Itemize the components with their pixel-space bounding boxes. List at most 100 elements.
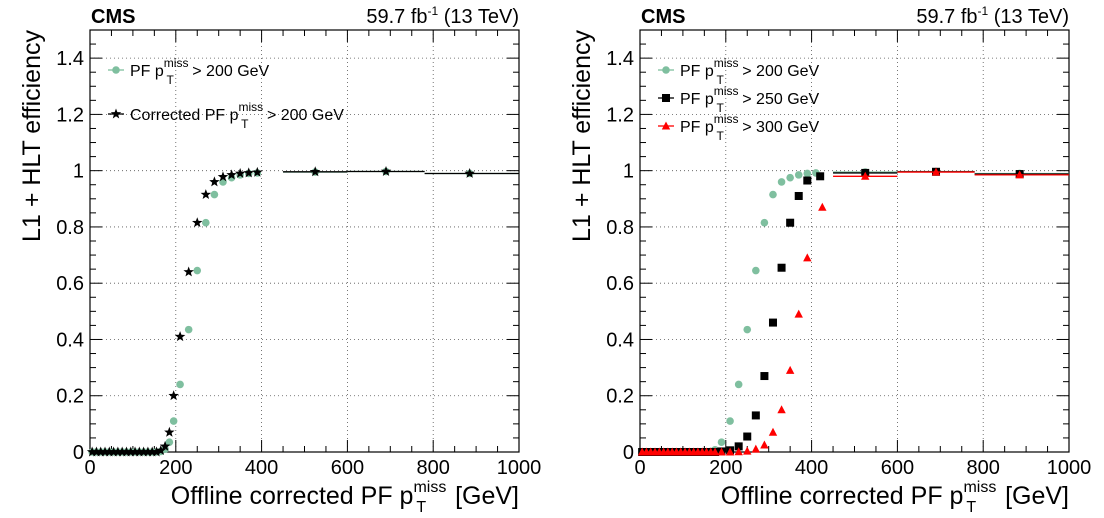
y-tick-label: 0 — [73, 442, 84, 464]
data-point — [794, 191, 803, 200]
legend-label: PF pmiss T > 250 GeV — [680, 84, 820, 115]
data-point — [726, 417, 734, 425]
series-1 — [638, 167, 1069, 456]
data-point — [725, 447, 735, 456]
data-point — [818, 202, 827, 211]
data-point — [464, 167, 475, 178]
legend-label: PF pmiss T > 200 GeV — [680, 56, 820, 87]
x-tick-label: 800 — [417, 457, 450, 479]
legend-label: PF pmiss T > 300 GeV — [680, 112, 820, 143]
legend-label: PF pmiss T > 200 GeV — [130, 56, 270, 87]
data-point — [710, 447, 720, 456]
data-point — [743, 432, 752, 441]
data-point — [99, 446, 111, 457]
legend-marker — [110, 108, 122, 119]
legend-marker — [662, 94, 670, 102]
experiment-label: CMS — [91, 6, 135, 28]
data-point — [1015, 170, 1024, 179]
data-point — [138, 446, 149, 457]
y-tick-label: 1.4 — [56, 48, 84, 70]
chart-panel-1: 0 200 400 600 800 1000 0 0.2 0.4 0.6 0.8 1 1.2 1.4 CMS… — [18, 4, 541, 516]
x-tick-label: 800 — [967, 457, 1000, 479]
y-tick-label: 0.8 — [56, 217, 84, 239]
data-point — [734, 380, 743, 389]
data-point — [760, 218, 769, 227]
data-point — [129, 446, 141, 457]
data-point — [243, 167, 254, 178]
data-point — [91, 446, 102, 457]
data-point — [252, 166, 263, 177]
y-axis-title: L1 + HLT efficiency — [568, 30, 596, 242]
data-point — [861, 171, 870, 180]
x-tick-label: 400 — [245, 457, 278, 479]
data-point — [95, 446, 106, 457]
data-point — [121, 446, 132, 457]
data-point — [151, 446, 162, 457]
data-point — [743, 325, 752, 334]
data-point — [125, 446, 136, 457]
experiment-label: CMS — [641, 6, 685, 28]
data-point — [112, 446, 124, 457]
lumi-label: 59.7 fb-1 (13 TeV) — [366, 4, 519, 28]
y-tick-label: 0.8 — [606, 217, 634, 239]
x-tick-label: 1000 — [1047, 457, 1092, 479]
x-tick-label: 1000 — [497, 457, 542, 479]
y-tick-label: 1 — [73, 161, 84, 183]
data-point — [192, 217, 203, 228]
x-tick-label: 0 — [634, 457, 645, 479]
series-2 — [638, 167, 1069, 456]
data-point — [159, 440, 171, 451]
x-tick-label: 200 — [709, 457, 742, 479]
data-point — [183, 266, 194, 277]
legend-marker — [661, 121, 671, 130]
data-point — [734, 442, 743, 451]
y-tick-label: 1.2 — [606, 104, 634, 126]
data-point — [164, 426, 175, 437]
data-point — [777, 405, 786, 414]
data-point — [116, 446, 128, 457]
legend-label: Corrected PF pmiss T > 200 GeV — [130, 100, 344, 131]
series-1 — [88, 167, 519, 456]
data-point — [86, 446, 98, 457]
series-2 — [86, 166, 519, 457]
data-point — [803, 253, 812, 262]
data-point — [217, 171, 229, 182]
data-point — [717, 447, 726, 456]
y-tick-label: 1.4 — [606, 48, 634, 70]
x-axis-title: Offline corrected PF pmiss T [GeV] — [171, 479, 519, 516]
y-tick-label: 0 — [623, 442, 634, 464]
data-point — [768, 318, 777, 327]
data-point — [200, 189, 212, 200]
legend: PF pmiss T > 200 GeV Corrected PF pmiss T >… — [108, 56, 344, 131]
y-tick-label: 0.4 — [606, 329, 634, 351]
y-tick-label: 0.2 — [606, 386, 634, 408]
y-tick-label: 1.2 — [56, 104, 84, 126]
y-axis-title: L1 + HLT efficiency — [18, 30, 46, 242]
data-point — [234, 167, 246, 178]
data-point — [209, 176, 220, 187]
legend-marker — [662, 66, 670, 74]
chart-panel-2: 0 200 400 600 800 1000 0 0.2 0.4 0.6 0.8 1 1.2 1.4 CMS… — [568, 4, 1091, 516]
y-tick-label: 0.6 — [606, 273, 634, 295]
data-point — [134, 446, 145, 457]
data-point — [108, 446, 119, 457]
data-point — [785, 365, 795, 374]
legend-marker — [112, 66, 120, 74]
data-point — [777, 263, 786, 272]
x-tick-label: 200 — [159, 457, 192, 479]
data-point — [104, 446, 115, 457]
data-point — [176, 380, 184, 389]
data-point — [210, 190, 219, 199]
data-point — [309, 166, 321, 177]
data-point — [760, 440, 769, 449]
data-point — [794, 171, 803, 179]
data-point — [786, 173, 794, 182]
data-point — [169, 417, 178, 425]
data-point — [769, 190, 777, 199]
x-tick-label: 400 — [795, 457, 828, 479]
data-point — [734, 447, 743, 456]
series-3 — [637, 167, 1069, 456]
x-tick-label: 600 — [331, 457, 364, 479]
data-point — [380, 166, 392, 176]
